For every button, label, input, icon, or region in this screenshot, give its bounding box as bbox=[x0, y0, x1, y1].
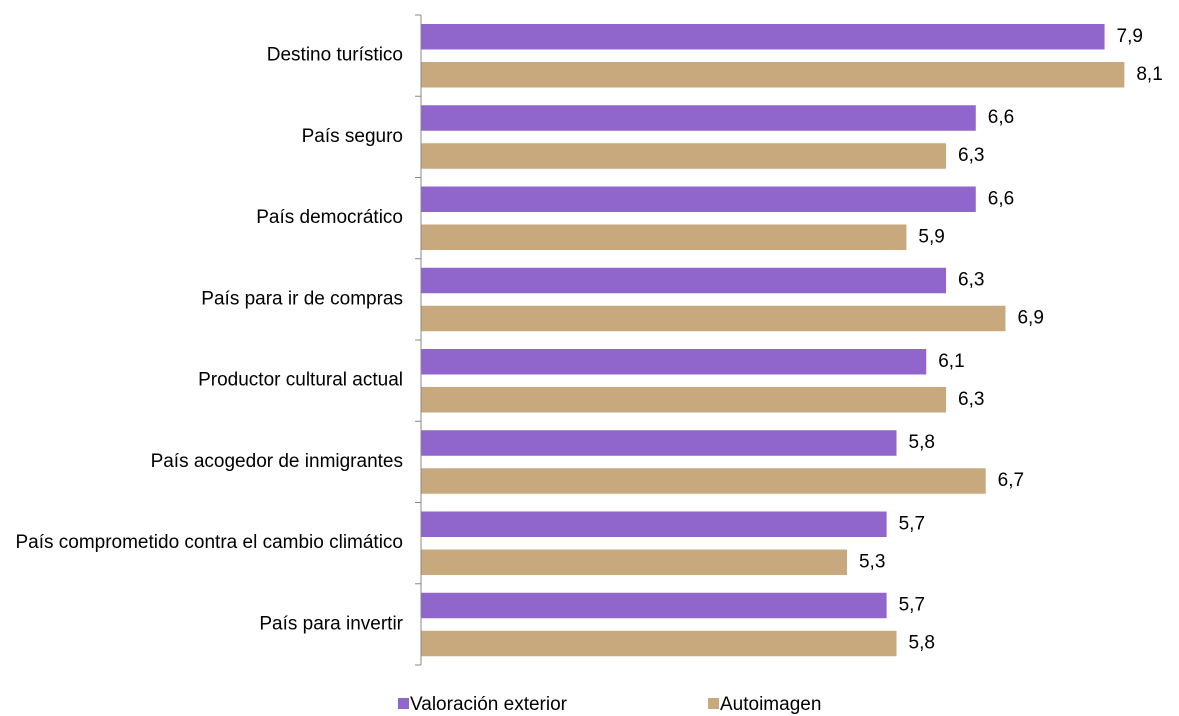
value-label: 5,7 bbox=[899, 513, 925, 534]
value-label: 6,3 bbox=[958, 145, 984, 166]
y-tick-label: País para ir de compras bbox=[201, 288, 403, 309]
bar bbox=[421, 349, 927, 375]
value-label: 6,9 bbox=[1017, 308, 1043, 329]
y-tick-label: País democrático bbox=[256, 207, 403, 228]
y-tick-label: País para invertir bbox=[259, 613, 403, 634]
value-label: 5,7 bbox=[899, 595, 925, 616]
value-label: 5,8 bbox=[909, 633, 935, 654]
bar bbox=[421, 592, 887, 619]
y-tick-label: País acogedor de inmigrantes bbox=[151, 451, 403, 472]
bar bbox=[421, 511, 887, 537]
legend-swatch bbox=[398, 698, 409, 709]
y-tick-label: Productor cultural actual bbox=[198, 370, 403, 391]
bar bbox=[421, 430, 897, 456]
bar bbox=[421, 186, 976, 212]
value-label: 5,9 bbox=[918, 226, 944, 247]
legend-label: Valoración exterior bbox=[410, 694, 568, 715]
bar bbox=[421, 387, 947, 413]
value-label: 6,7 bbox=[998, 470, 1024, 491]
value-label: 6,3 bbox=[958, 270, 984, 291]
value-label: 8,1 bbox=[1136, 64, 1162, 85]
y-tick-label: Destino turístico bbox=[267, 45, 403, 66]
value-label: 6,6 bbox=[988, 188, 1014, 209]
value-label: 5,3 bbox=[859, 551, 885, 572]
bar bbox=[421, 105, 976, 131]
bar bbox=[421, 143, 947, 169]
bar bbox=[421, 62, 1125, 88]
bar bbox=[421, 24, 1105, 50]
legend-label: Autoimagen bbox=[720, 694, 821, 715]
y-tick-label: País seguro bbox=[302, 126, 403, 147]
legend-swatch bbox=[708, 698, 719, 709]
bar bbox=[421, 224, 907, 250]
bar bbox=[421, 267, 947, 294]
value-label: 7,9 bbox=[1117, 26, 1143, 47]
bar bbox=[421, 549, 847, 575]
y-tick-label: País comprometido contra el cambio climá… bbox=[15, 532, 403, 553]
value-label: 6,6 bbox=[988, 107, 1014, 128]
bar bbox=[421, 630, 897, 657]
value-label: 6,3 bbox=[958, 389, 984, 410]
value-label: 5,8 bbox=[909, 432, 935, 453]
bar bbox=[421, 305, 1006, 332]
value-label: 6,1 bbox=[938, 351, 964, 372]
bar bbox=[421, 468, 986, 494]
